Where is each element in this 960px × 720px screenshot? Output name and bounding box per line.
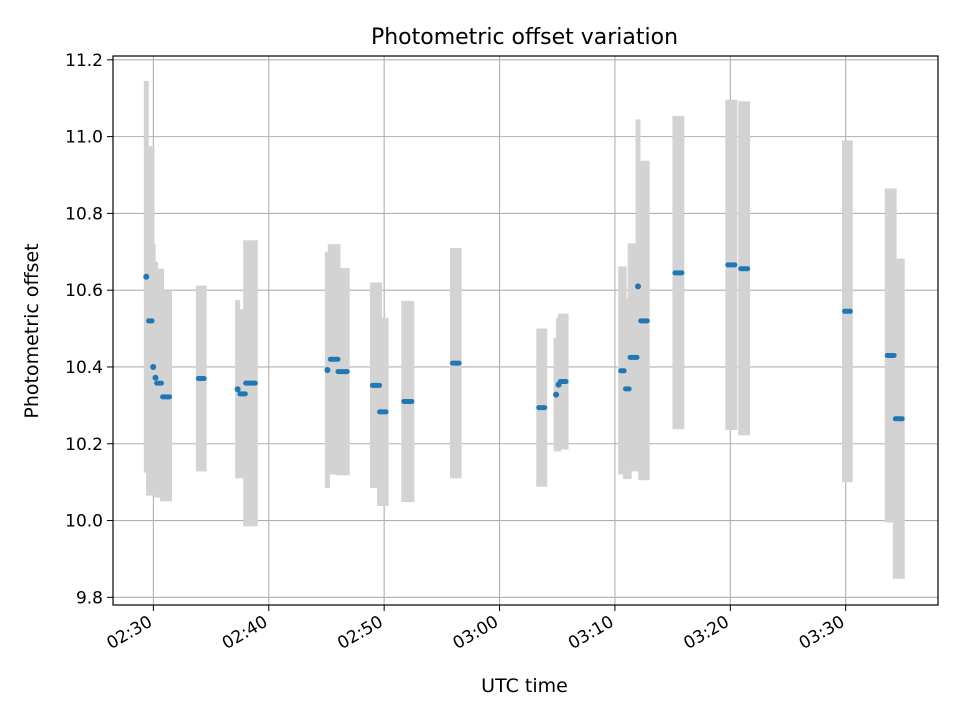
data-point <box>324 367 331 374</box>
y-tick-label: 10.4 <box>65 358 103 378</box>
y-axis-label: Photometric offset <box>21 243 43 418</box>
y-tick-label: 11.0 <box>65 128 103 148</box>
y-tick-label: 10.0 <box>65 512 103 532</box>
y-axis: 9.8 10.0 10.2 10.4 10.6 10.8 11.0 11.2 <box>65 51 113 608</box>
chart-title: Photometric offset variation <box>371 25 678 50</box>
y-tick-label: 9.8 <box>76 588 103 608</box>
y-tick-label: 11.2 <box>65 51 103 71</box>
data-points <box>143 262 905 422</box>
data-point <box>553 391 560 398</box>
y-tick-label: 10.8 <box>65 204 103 224</box>
data-point <box>152 374 159 381</box>
data-point <box>234 386 241 393</box>
data-point <box>143 273 150 280</box>
x-axis-label: UTC time <box>481 675 568 697</box>
plot-frame <box>112 55 939 606</box>
y-tick-label: 10.2 <box>65 435 103 455</box>
data-point <box>635 283 641 290</box>
data-point <box>150 363 157 370</box>
y-tick-label: 10.6 <box>65 281 103 301</box>
